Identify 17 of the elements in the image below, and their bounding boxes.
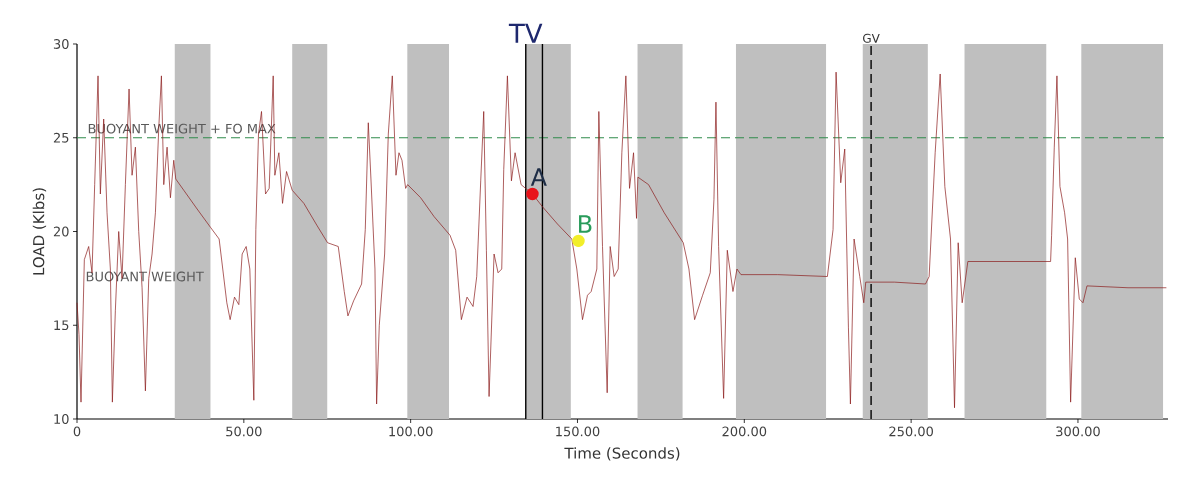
y-tick-label: 25: [53, 132, 69, 143]
series-label: B: [579, 215, 592, 233]
x-tick-label: 150.00: [556, 426, 600, 437]
x-axis-title: Time (Seconds): [564, 447, 680, 461]
ref-line-label: GV: [863, 33, 880, 43]
y-tick-label: 30: [53, 39, 69, 49]
x-tick-label: 200.00: [722, 426, 767, 437]
ref-line-label: TV: [508, 23, 543, 43]
x-tick-label: 100.00: [389, 426, 433, 437]
x-tick-label: 50.00: [226, 426, 262, 437]
x-tick-label: 300.00: [1056, 426, 1100, 437]
y-tick-label: 10: [54, 414, 69, 424]
y-tick-label: 20: [53, 226, 69, 237]
y-axis-title: LOAD (Klbs): [32, 188, 47, 275]
x-tick-label: 0: [73, 426, 81, 437]
y-tick-label: 15: [54, 320, 69, 331]
x-tick-label: 250.00: [889, 426, 933, 437]
